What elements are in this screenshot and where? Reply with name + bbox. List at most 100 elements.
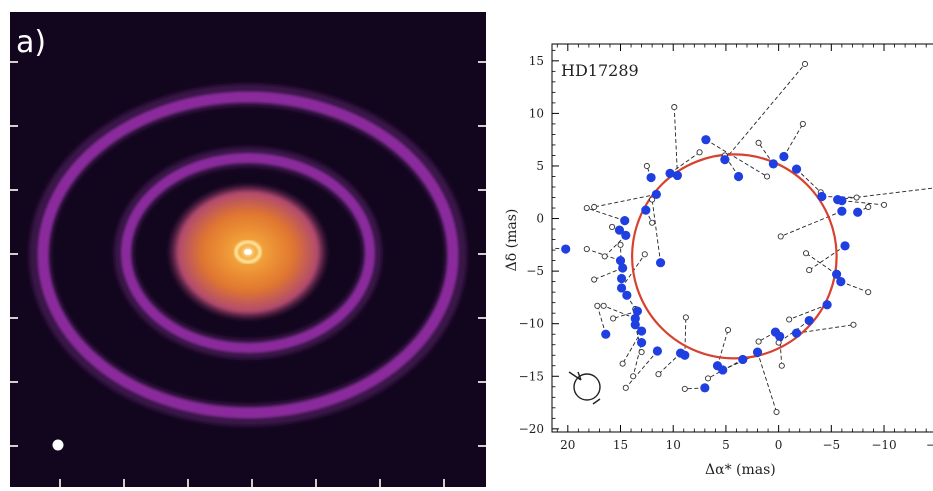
fitted-point [646, 172, 656, 183]
y-tick-label: −10 [519, 317, 544, 331]
inner-ring [121, 153, 375, 353]
fitted-point [720, 155, 730, 165]
residual-line [808, 245, 846, 271]
plot-frame [551, 43, 933, 433]
x-tick-label: 20 [560, 438, 575, 452]
measured-point [853, 194, 860, 201]
measured-point [773, 408, 780, 416]
orientation-compass-icon [568, 371, 601, 405]
measured-point [649, 219, 656, 226]
y-tick-label: 5 [536, 159, 544, 173]
fitted-point [616, 283, 627, 293]
fitted-point [680, 350, 690, 360]
outer-ring [37, 91, 459, 419]
measured-point [655, 371, 662, 378]
fitted-point [779, 151, 789, 162]
measured-point [594, 302, 601, 309]
y-tick-label: −5 [526, 264, 544, 278]
residual-line [594, 193, 657, 208]
fitted-point [621, 230, 631, 240]
x-tick-label: 0 [775, 438, 783, 452]
fitted-point [601, 329, 611, 339]
fitted-point [665, 168, 675, 178]
measured-point [619, 360, 626, 367]
fitted-point [752, 347, 763, 357]
fitted-point [738, 354, 748, 365]
residual-line [586, 248, 621, 262]
x-tick-label: 10 [666, 438, 681, 452]
residual-line [596, 305, 607, 335]
residual-line [604, 235, 627, 257]
measured-point [600, 302, 607, 309]
measured-point [777, 233, 784, 240]
residual-line [796, 324, 854, 334]
panel-b-orbit-chart: 20 15 10 5 0 −5 −10 −1: 15 10 5 0 −5 −10 −15 −20 HD172… [497, 0, 933, 487]
fitted-point [651, 189, 661, 199]
measured-point [755, 338, 762, 345]
fitted-point [700, 383, 710, 393]
beam-ellipse-icon [52, 439, 64, 451]
measured-point [643, 162, 650, 170]
fitted-point [632, 306, 642, 316]
residual-line [634, 324, 643, 353]
panel-label: a) [16, 25, 46, 60]
fitted-point [768, 159, 778, 169]
measured-point [799, 120, 806, 127]
fitted-point [636, 326, 647, 336]
measured-point [591, 276, 598, 283]
fitted-points [561, 135, 863, 393]
central-star [244, 249, 252, 255]
fitted-point [561, 244, 571, 254]
residual-line [724, 63, 806, 160]
measured-point [865, 289, 872, 296]
fitted-point [636, 338, 647, 348]
measured-point [724, 326, 732, 334]
fitted-point [620, 216, 630, 226]
measured-point [630, 373, 637, 380]
residual-line [593, 267, 623, 280]
measured-point [801, 60, 809, 68]
fitted-point [831, 269, 842, 279]
residual-line [758, 142, 774, 165]
residual-line [586, 207, 625, 222]
fitted-point [804, 315, 814, 326]
measured-point [609, 223, 616, 231]
fitted-point [817, 191, 827, 202]
fitted-point [718, 365, 728, 375]
x-tick-label: 5 [722, 438, 730, 452]
measured-point [806, 267, 813, 274]
y-tick-label: 10 [529, 106, 544, 120]
fitted-point [770, 327, 781, 337]
residual-line [603, 305, 636, 319]
measured-point [802, 250, 810, 257]
fitted-point [672, 170, 683, 181]
residual-line [705, 139, 768, 177]
measured-point [681, 385, 688, 392]
measured-point [755, 139, 762, 146]
measured-point [850, 321, 857, 328]
measured-point [671, 104, 678, 111]
residual-line [613, 310, 638, 319]
x-tick-labels: 20 15 10 5 0 −5 −10 −1: [560, 438, 933, 452]
residual-line [651, 199, 662, 263]
fitted-point [652, 346, 663, 356]
measured-point [641, 251, 648, 258]
fitted-point [837, 206, 847, 216]
residual-line [673, 107, 678, 176]
residual-line [840, 281, 869, 293]
y-tick-labels: 15 10 5 0 −5 −10 −15 −20 [519, 54, 544, 436]
measured-point [649, 196, 656, 203]
measured-point [704, 375, 712, 382]
measured-point [610, 315, 617, 322]
fitted-point [614, 225, 625, 235]
measured-point [696, 149, 703, 156]
residual-line [780, 210, 843, 237]
measured-point [591, 203, 598, 211]
measured-point [778, 362, 785, 369]
ring-image-svg: a) [10, 12, 486, 487]
measured-point [763, 173, 771, 180]
fitted-point [733, 171, 744, 182]
x-tick-label: −5 [822, 438, 840, 452]
fitted-point [836, 277, 846, 287]
y-tick-label: −20 [519, 422, 544, 436]
